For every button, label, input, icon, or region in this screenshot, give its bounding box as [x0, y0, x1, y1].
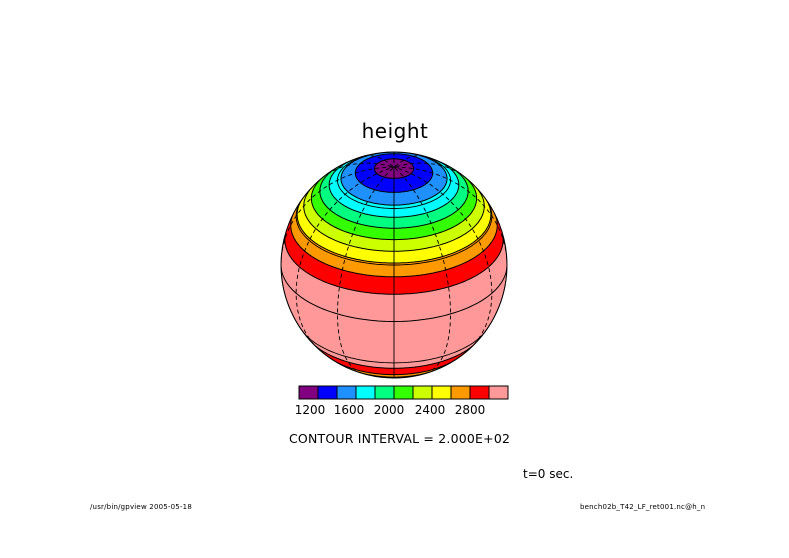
colorbar-swatch — [336, 385, 357, 400]
longitude-line — [295, 166, 395, 350]
colorbar-swatch — [393, 385, 414, 400]
longitude-line — [364, 155, 395, 168]
colorbar-tick-label: 2400 — [414, 403, 446, 417]
footer-program-date: /usr/bin/gpview 2005-05-18 — [90, 503, 192, 511]
chart-title: height — [361, 119, 429, 143]
longitude-line — [281, 166, 395, 266]
colorbar-swatch — [374, 385, 395, 400]
colorbar-swatch — [431, 385, 452, 400]
colorbar-swatch — [412, 385, 433, 400]
longitude-line — [393, 155, 424, 168]
graticule-lines — [281, 152, 507, 378]
longitude-line — [393, 162, 467, 179]
longitude-line — [393, 166, 493, 350]
colorbar-swatch — [488, 385, 509, 400]
contour-interval-label: CONTOUR INTERVAL = 2.000E+02 — [289, 431, 511, 446]
contour-band — [281, 152, 507, 218]
colorbar-swatch — [298, 385, 319, 400]
longitude-line — [393, 166, 507, 266]
colorbar — [298, 385, 509, 400]
colorbar-swatch — [469, 385, 490, 400]
footer-file-name: bench02b_T42_LF_ret001.nc@h_n — [580, 503, 706, 511]
longitude-line — [337, 166, 395, 374]
colorbar-swatch — [355, 385, 376, 400]
colorbar-swatch — [317, 385, 338, 400]
colorbar-swatch — [450, 385, 471, 400]
longitude-line — [393, 166, 451, 374]
longitude-line — [321, 162, 395, 179]
colorbar-tick-label: 1600 — [333, 403, 365, 417]
colorbar-tick-label: 1200 — [294, 403, 326, 417]
colorbar-tick-label: 2000 — [373, 403, 405, 417]
colorbar-tick-label: 2800 — [454, 403, 486, 417]
time-label: t=0 sec. — [523, 467, 574, 481]
globe-outline — [280, 151, 508, 379]
